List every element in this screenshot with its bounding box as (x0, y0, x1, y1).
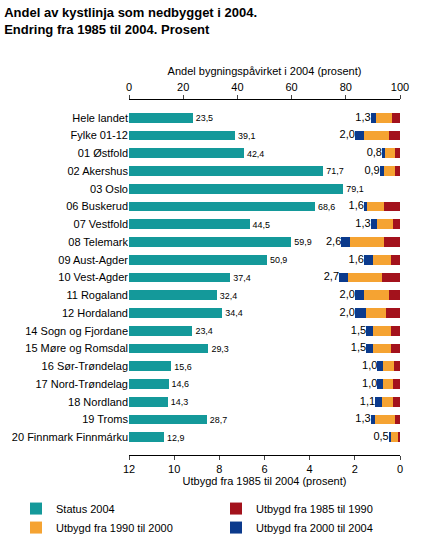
svg-text:19 Troms: 19 Troms (82, 413, 128, 425)
svg-text:20: 20 (177, 81, 189, 93)
svg-text:0,8: 0,8 (367, 146, 382, 158)
svg-text:Status 2004: Status 2004 (56, 503, 115, 515)
svg-text:42,4: 42,4 (247, 149, 264, 159)
svg-text:0,5: 0,5 (373, 430, 388, 442)
svg-text:Andel bygningspåvirket i 2004: Andel bygningspåvirket i 2004 (prosent) (168, 65, 362, 77)
svg-text:Utbygd fra 1990 til 2000: Utbygd fra 1990 til 2000 (56, 522, 173, 534)
svg-text:Andel av kystlinja som nedbygg: Andel av kystlinja som nedbygget i 2004.… (4, 5, 257, 37)
svg-text:23,4: 23,4 (195, 326, 212, 336)
svg-text:37,4: 37,4 (233, 273, 250, 283)
svg-text:14,6: 14,6 (172, 379, 189, 389)
svg-text:2,0: 2,0 (340, 288, 355, 300)
svg-text:Utbygd fra 1985 til 2004 (pros: Utbygd fra 1985 til 2004 (prosent) (183, 475, 347, 487)
svg-text:2: 2 (352, 463, 358, 475)
svg-text:1,6: 1,6 (349, 199, 364, 211)
svg-text:28,7: 28,7 (210, 415, 227, 425)
svg-text:1,3: 1,3 (355, 111, 370, 123)
svg-text:4: 4 (307, 463, 313, 475)
svg-text:80: 80 (340, 81, 352, 93)
svg-text:12: 12 (123, 463, 135, 475)
svg-text:71,7: 71,7 (326, 166, 343, 176)
svg-text:18 Nordland: 18 Nordland (68, 396, 128, 408)
svg-text:34,4: 34,4 (225, 308, 242, 318)
svg-text:0: 0 (126, 81, 132, 93)
svg-text:60: 60 (285, 81, 297, 93)
svg-text:17 Nord-Trøndelag: 17 Nord-Trøndelag (35, 378, 128, 390)
svg-text:12 Hordaland: 12 Hordaland (62, 307, 128, 319)
svg-text:2,7: 2,7 (324, 270, 339, 282)
svg-text:1,3: 1,3 (355, 217, 370, 229)
svg-text:Utbygd fra 1985 til 1990: Utbygd fra 1985 til 1990 (256, 503, 373, 515)
svg-text:20 Finnmark Finnmárku: 20 Finnmark Finnmárku (12, 431, 128, 443)
svg-text:68,6: 68,6 (318, 202, 335, 212)
svg-text:6: 6 (261, 463, 267, 475)
svg-text:03 Oslo: 03 Oslo (90, 183, 128, 195)
svg-text:01 Østfold: 01 Østfold (78, 147, 128, 159)
svg-text:8: 8 (216, 463, 222, 475)
svg-text:100: 100 (391, 81, 409, 93)
svg-text:1,0: 1,0 (362, 377, 377, 389)
svg-text:Fylke 01-12: Fylke 01-12 (71, 129, 128, 141)
svg-text:Utbygd fra 2000 til 2004: Utbygd fra 2000 til 2004 (256, 522, 373, 534)
svg-text:2,0: 2,0 (340, 306, 355, 318)
svg-text:40: 40 (231, 81, 243, 93)
svg-text:50,9: 50,9 (270, 255, 287, 265)
svg-text:14,3: 14,3 (171, 397, 188, 407)
svg-text:29,3: 29,3 (211, 344, 228, 354)
svg-text:07 Vestfold: 07 Vestfold (74, 218, 128, 230)
svg-text:1,6: 1,6 (349, 253, 364, 265)
svg-text:1,5: 1,5 (351, 324, 366, 336)
svg-text:1,3: 1,3 (355, 412, 370, 424)
svg-text:0: 0 (397, 463, 403, 475)
svg-text:09 Aust-Agder: 09 Aust-Agder (58, 254, 128, 266)
svg-text:10: 10 (168, 463, 180, 475)
svg-text:1,1: 1,1 (360, 395, 375, 407)
svg-text:06 Buskerud: 06 Buskerud (66, 200, 128, 212)
svg-text:79,1: 79,1 (346, 184, 363, 194)
svg-text:0,9: 0,9 (364, 164, 379, 176)
svg-text:14 Sogn og Fjordane: 14 Sogn og Fjordane (25, 325, 128, 337)
svg-text:12,9: 12,9 (167, 433, 184, 443)
svg-text:02 Akershus: 02 Akershus (67, 165, 128, 177)
svg-text:08 Telemark: 08 Telemark (68, 236, 128, 248)
svg-text:44,5: 44,5 (253, 220, 270, 230)
svg-text:11 Rogaland: 11 Rogaland (66, 289, 128, 301)
svg-text:2,6: 2,6 (326, 235, 341, 247)
svg-text:15,6: 15,6 (174, 362, 191, 372)
svg-text:15 Møre og Romsdal: 15 Møre og Romsdal (25, 342, 128, 354)
svg-text:23,5: 23,5 (196, 113, 213, 123)
svg-text:2,0: 2,0 (340, 128, 355, 140)
svg-text:Hele landet: Hele landet (72, 112, 128, 124)
svg-text:1,5: 1,5 (351, 341, 366, 353)
svg-text:10 Vest-Agder: 10 Vest-Agder (58, 271, 128, 283)
svg-text:16 Sør-Trøndelag: 16 Sør-Trøndelag (42, 360, 128, 372)
svg-text:32,4: 32,4 (220, 291, 237, 301)
svg-text:1,0: 1,0 (362, 359, 377, 371)
svg-text:59,9: 59,9 (294, 237, 311, 247)
svg-text:39,1: 39,1 (238, 131, 255, 141)
